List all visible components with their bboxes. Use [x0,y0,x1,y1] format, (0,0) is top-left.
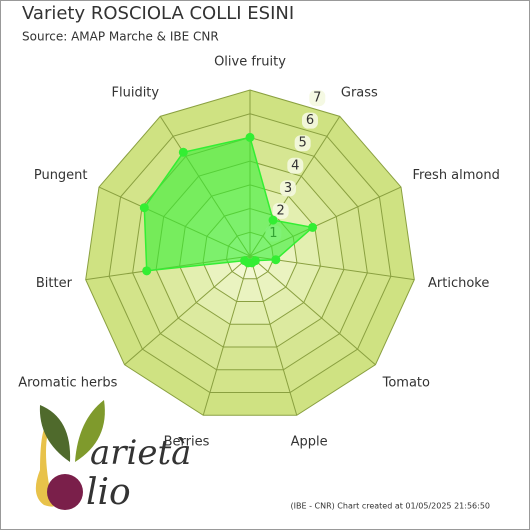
data-point [308,222,318,232]
data-point [139,203,149,213]
data-point [245,132,255,142]
r-tick-label: 2 [277,203,285,218]
axis-label: Fresh almond [412,168,499,183]
spoke [124,255,251,366]
tick-bg [279,180,296,197]
axis-label: Tomato [382,376,430,391]
axis-label: Pungent [34,168,88,183]
spoke [249,255,376,366]
axis-label: Aromatic herbs [18,376,117,391]
data-point [178,147,188,157]
logo-word: arietà [90,433,191,473]
chart-title: Variety ROSCIOLA COLLI ESINI [22,3,294,24]
logo: arietà lio [35,400,191,513]
tick-bg [294,135,311,152]
tick-bg [309,90,326,107]
r-tick-label: 4 [291,158,299,173]
axis-label: Berries [164,435,210,450]
r-tick-label: 6 [306,113,314,128]
spoke [202,255,251,416]
axis-label: Artichoke [428,276,489,291]
r-tick-label: 7 [313,91,321,106]
axis-label: Fluidity [112,85,160,100]
tick-bg [287,157,304,174]
chart-subtitle: Source: AMAP Marche & IBE CNR [22,30,219,44]
r-tick-label: 5 [298,136,306,151]
data-point [271,255,281,265]
data-point [142,266,152,276]
tick-bg [272,202,289,219]
r-tick-label: 3 [284,181,292,196]
data-point [240,256,250,266]
spoke [249,255,298,416]
axis-label: Olive fruity [214,55,286,70]
logo-word: lio [86,472,131,513]
axis-label: Apple [291,435,328,450]
footer: (IBE - CNR) Chart created at 01/05/2025 … [291,502,491,511]
tick-bg [301,112,318,129]
data-point [268,215,278,225]
axis-label: Grass [341,85,378,100]
axis-label: Bitter [36,276,73,291]
